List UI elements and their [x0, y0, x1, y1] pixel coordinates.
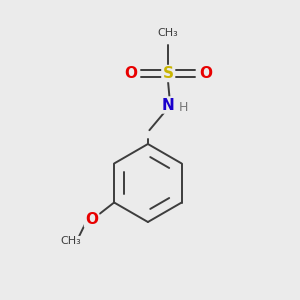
Text: N: N [162, 98, 174, 112]
Text: O: O [85, 212, 98, 226]
Text: O: O [199, 66, 212, 81]
Text: O: O [124, 66, 137, 81]
Text: H: H [179, 101, 188, 114]
Text: CH₃: CH₃ [60, 236, 81, 247]
Text: CH₃: CH₃ [158, 28, 178, 38]
Text: S: S [163, 66, 173, 81]
